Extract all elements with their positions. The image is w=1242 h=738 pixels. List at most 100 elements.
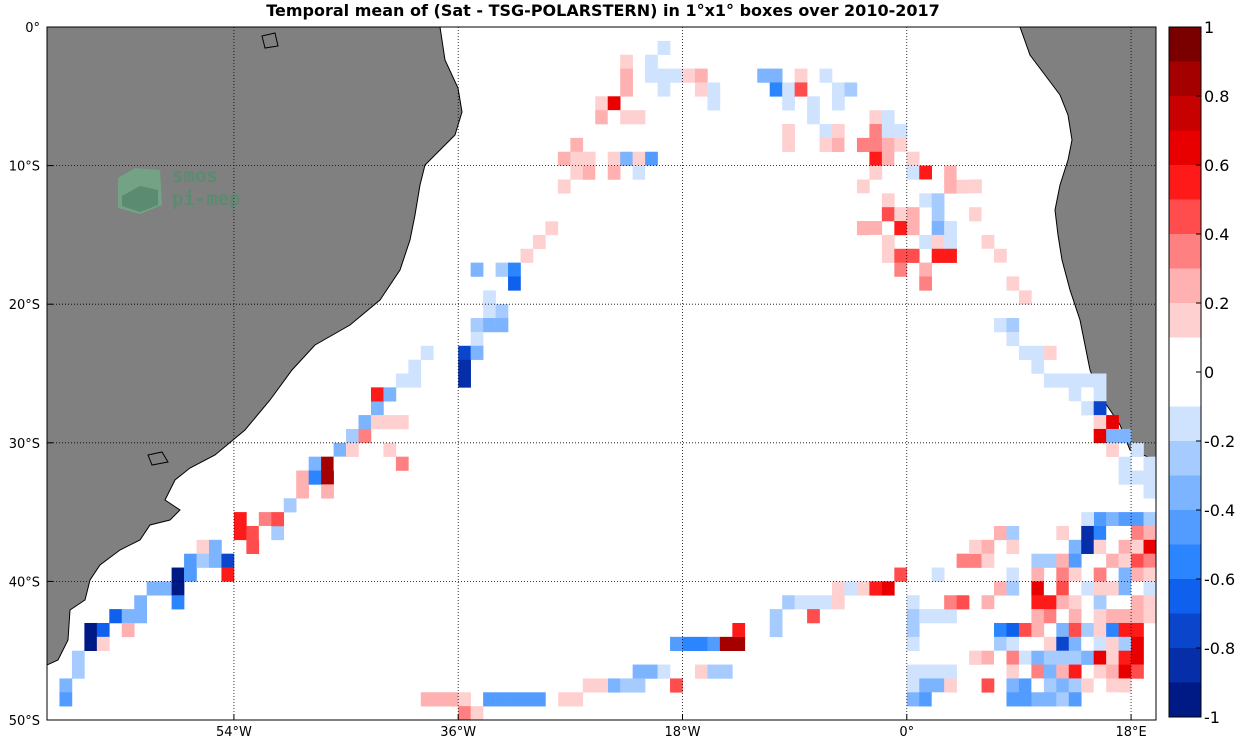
heatmap-cell (1031, 331, 1045, 347)
heatmap-cell (906, 221, 920, 236)
heatmap-cell (981, 609, 995, 624)
heatmap-cell (769, 82, 783, 97)
heatmap-cell (1006, 262, 1020, 277)
heatmap-cell (1081, 678, 1094, 693)
heatmap-cell (1068, 650, 1082, 665)
heatmap-cell (969, 553, 982, 568)
heatmap-cell (1006, 318, 1020, 333)
heatmap-cell (1118, 512, 1132, 527)
heatmap-cell (670, 636, 683, 651)
heatmap-cell (296, 484, 309, 499)
heatmap-cell (1056, 595, 1070, 610)
heatmap-cell (1131, 553, 1144, 568)
heatmap-cell (807, 110, 820, 125)
heatmap-cell (308, 456, 322, 471)
heatmap-cell (969, 193, 982, 208)
heatmap-cell (1043, 581, 1057, 596)
heatmap-cell (881, 151, 895, 166)
heatmap-cell (1006, 331, 1020, 347)
heatmap-cell (1068, 512, 1082, 527)
heatmap-cell (869, 137, 883, 153)
heatmap-cell (856, 179, 870, 194)
x-axis-ticks: 54°W 36°W 18°W 0° 18°E (216, 714, 1147, 738)
heatmap-cell (620, 54, 633, 69)
heatmap-cell (944, 234, 957, 250)
heatmap-cell (1056, 664, 1070, 679)
heatmap-cell (1018, 664, 1032, 679)
heatmap-cell (1106, 636, 1119, 651)
y-tick-label: 50°S (9, 714, 40, 729)
heatmap-cell (1018, 567, 1032, 582)
heatmap-cell (832, 595, 845, 610)
heatmap-cell (782, 595, 795, 610)
heatmap-cell (1068, 636, 1082, 651)
heatmap-cell (1143, 539, 1156, 554)
heatmap-cell (1093, 401, 1107, 416)
heatmap-cell (1118, 636, 1132, 651)
colorbar-tick-label: -0.8 (1204, 639, 1235, 658)
heatmap-cell (557, 151, 571, 166)
heatmap-cell (844, 82, 858, 97)
heatmap-cell (931, 248, 945, 263)
heatmap-cell (607, 110, 621, 125)
heatmap-cell (994, 262, 1007, 277)
heatmap-cell (832, 82, 845, 97)
heatmap-cell (1018, 650, 1032, 665)
heatmap-cell (994, 318, 1007, 333)
heatmap-cell (1018, 622, 1032, 638)
heatmap-cell (196, 553, 210, 568)
x-tick-label: 36°W (440, 725, 476, 738)
colorbar-segment (1169, 406, 1201, 442)
heatmap-cell (545, 207, 559, 222)
heatmap-cell (919, 262, 933, 277)
heatmap-cell (956, 553, 970, 568)
heatmap-cell (1118, 470, 1132, 485)
heatmap-cell (1006, 539, 1020, 554)
heatmap-cell (1143, 456, 1156, 471)
coastal-island (261, 32, 279, 49)
heatmap-cell (1106, 539, 1119, 554)
y-tick-label: 30°S (9, 437, 40, 452)
heatmap-cell (981, 664, 995, 679)
heatmap-cell (894, 124, 908, 139)
heatmap-cell (645, 54, 658, 69)
heatmap-cell (508, 262, 521, 277)
heatmap-cell (1043, 692, 1057, 707)
heatmap-cell (919, 276, 933, 291)
heatmap-cell (1093, 664, 1107, 679)
heatmap-cell (1018, 345, 1032, 360)
heatmap-cell (532, 692, 546, 707)
heatmap-cell (1068, 692, 1082, 707)
heatmap-cell (1043, 553, 1057, 568)
heatmap-cell (981, 539, 995, 554)
heatmap-cell (1093, 373, 1107, 388)
heatmap-cell (1118, 581, 1132, 596)
heatmap-cell (694, 68, 708, 83)
heatmap-cell (1056, 650, 1070, 665)
heatmap-cell (433, 692, 447, 707)
heatmap-cell (981, 678, 995, 693)
heatmap-cell (906, 692, 920, 707)
heatmap-cell (395, 456, 409, 471)
heatmap-cell (969, 581, 982, 596)
heatmap-cell (171, 595, 185, 610)
heatmap-cell (1068, 387, 1082, 402)
heatmap-cell (844, 110, 858, 125)
heatmap-cell (582, 678, 596, 693)
colorbar-segment (1169, 337, 1201, 373)
heatmap-cell (557, 179, 571, 194)
heatmap-cell (956, 179, 970, 194)
heatmap-cell (944, 664, 957, 679)
heatmap-cell (1056, 525, 1070, 541)
colorbar-tick-label: -1 (1204, 708, 1220, 727)
heatmap-cell (931, 692, 945, 707)
heatmap-cell (495, 318, 509, 333)
heatmap-cell (856, 207, 870, 222)
logo-line1: smos (172, 165, 218, 187)
plot-area (47, 27, 1156, 720)
heatmap-cell (769, 609, 783, 624)
heatmap-cell (246, 525, 260, 541)
heatmap-cell (981, 234, 995, 250)
heatmap-cell (321, 470, 334, 485)
heatmap-cell (1093, 650, 1107, 665)
